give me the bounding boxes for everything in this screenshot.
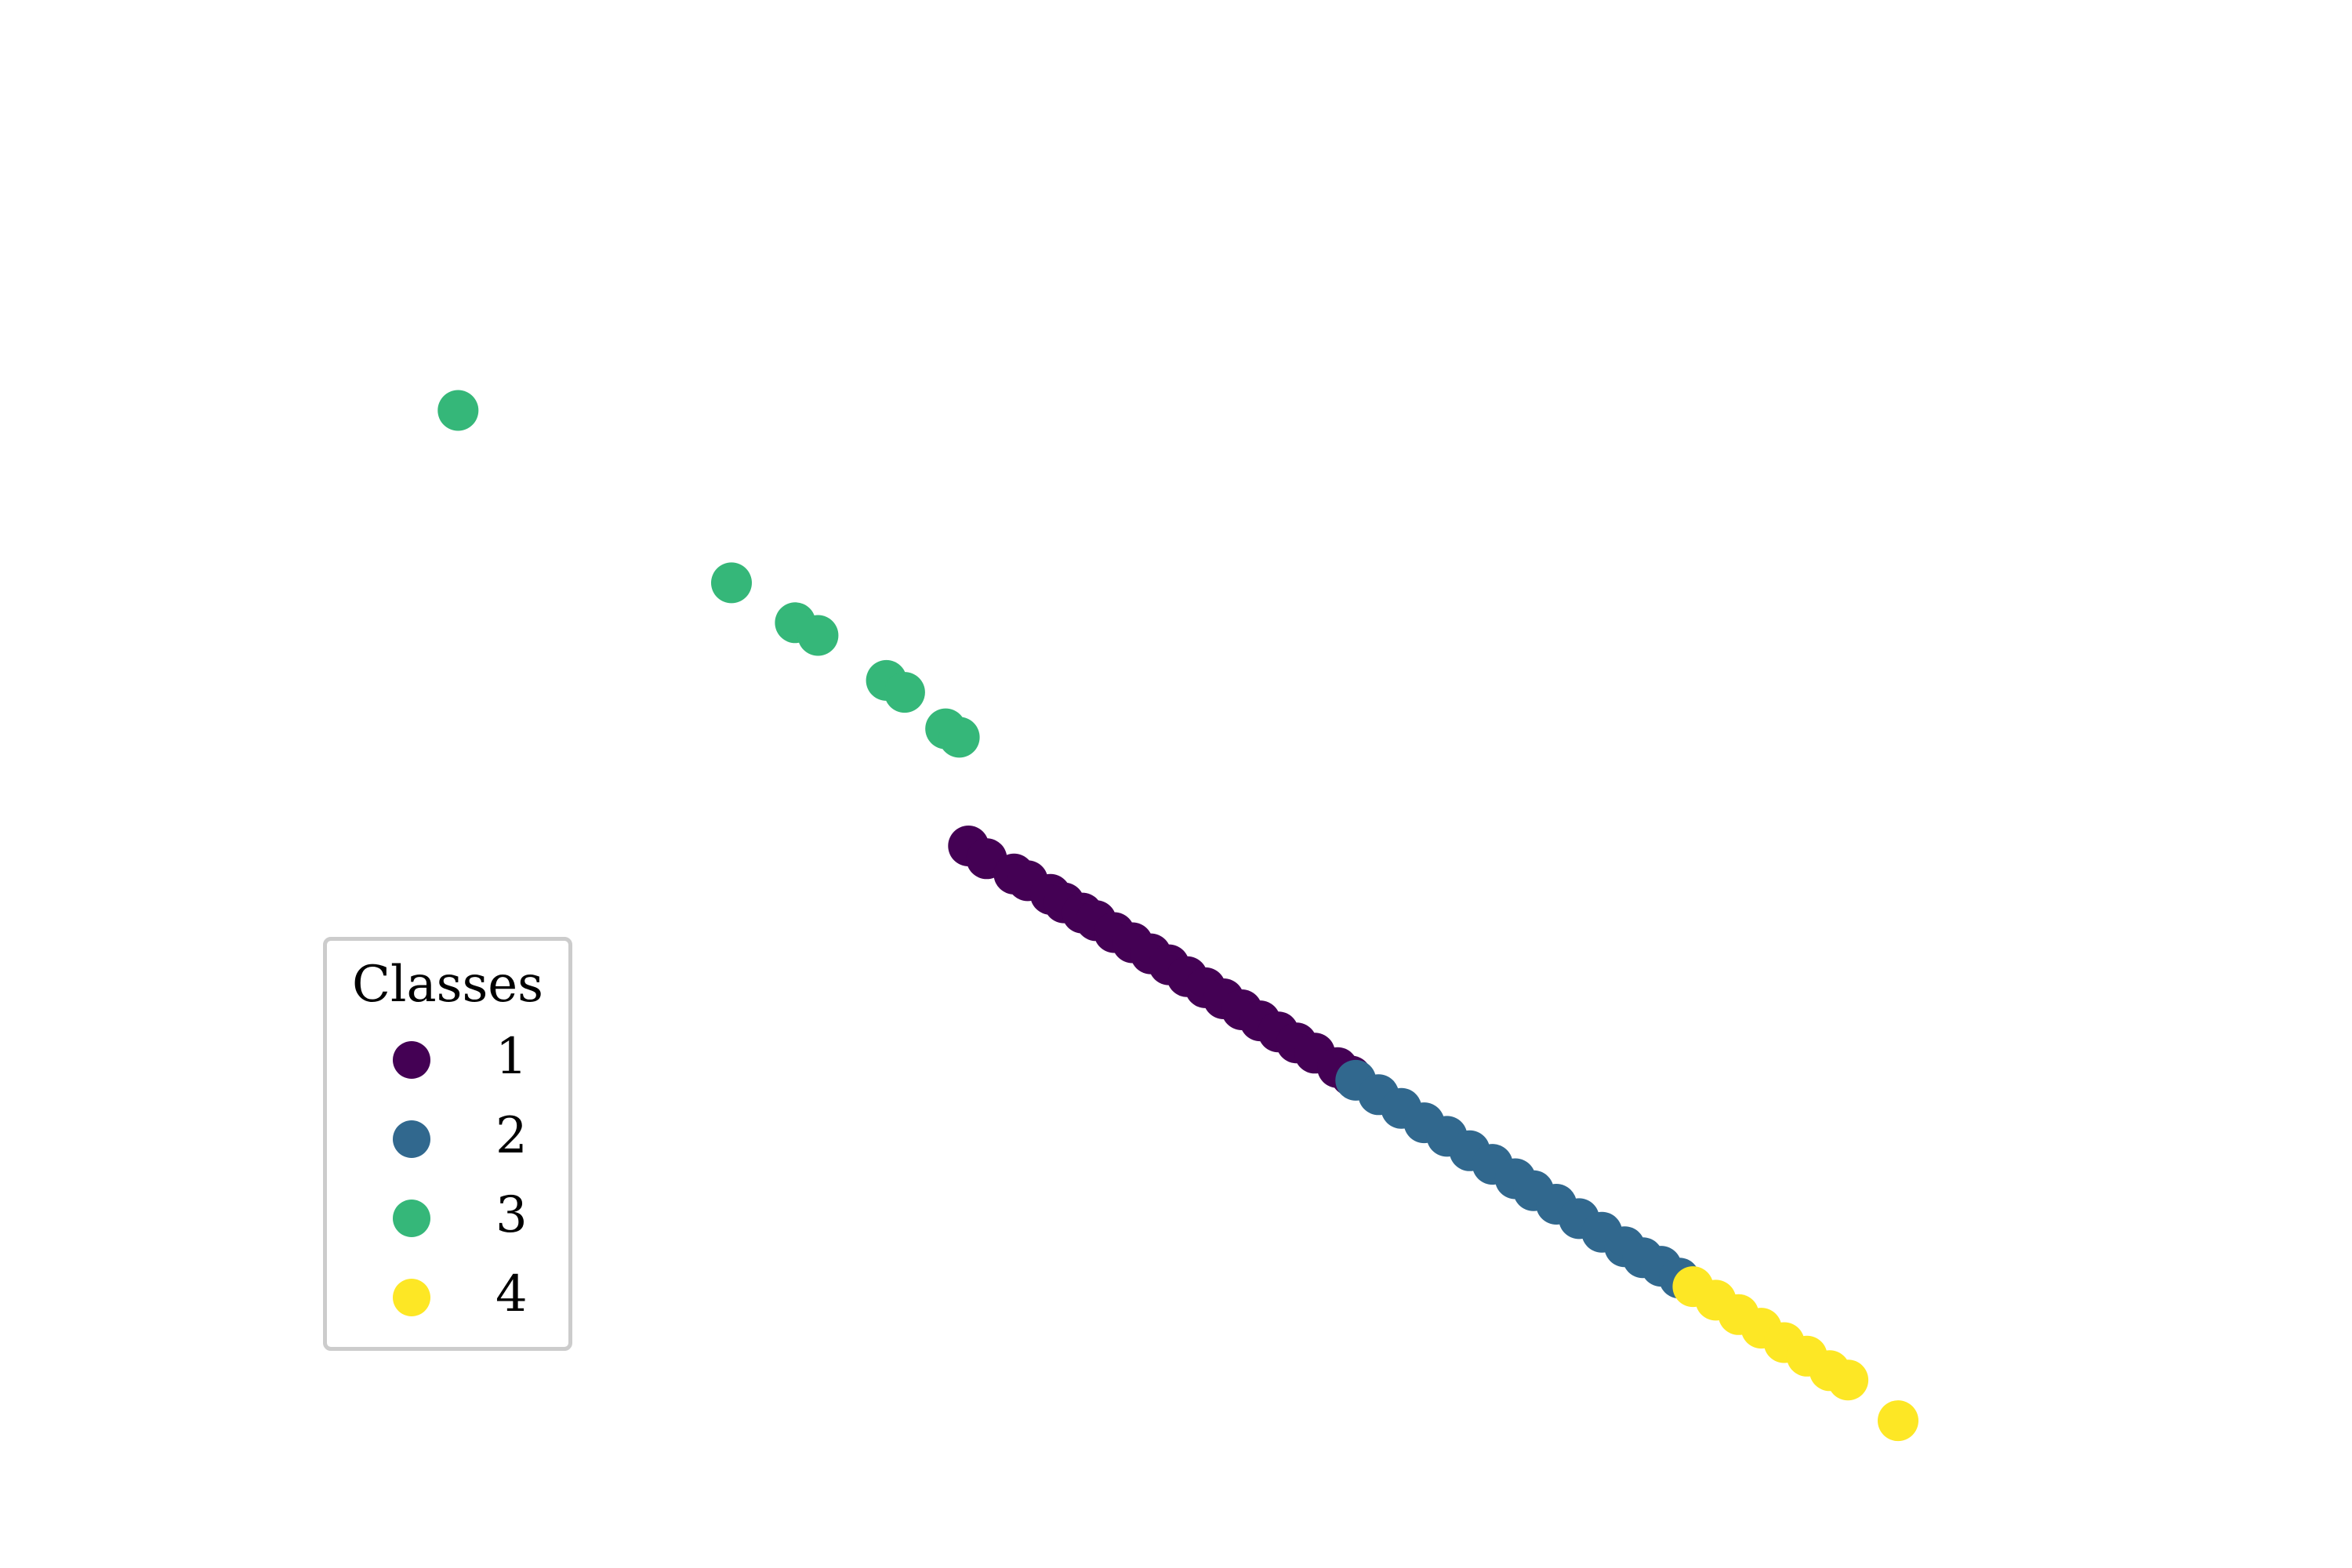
point-class-3-1: [711, 562, 752, 604]
legend-swatch-class-2: [393, 1120, 430, 1158]
point-class-3-7: [938, 717, 980, 758]
series-class-3: [437, 390, 980, 758]
legend-swatch-class-4: [393, 1279, 430, 1316]
legend: Classes 1 2 3 4: [323, 937, 572, 1351]
legend-entry-class-3: 3: [327, 1187, 568, 1250]
legend-title: Classes: [352, 956, 543, 1014]
point-class-3-0: [437, 390, 479, 431]
legend-label-class-2: 2: [495, 1107, 528, 1165]
series-class-4: [1672, 1266, 1918, 1442]
legend-swatch-class-1: [393, 1041, 430, 1079]
legend-label-class-1: 1: [495, 1028, 528, 1086]
legend-label-class-4: 4: [495, 1265, 528, 1323]
point-class-4-7: [1828, 1359, 1869, 1401]
series-class-2: [1335, 1059, 1700, 1299]
legend-entry-class-4: 4: [327, 1266, 568, 1329]
legend-entry-class-1: 1: [327, 1029, 568, 1091]
legend-entry-class-2: 2: [327, 1108, 568, 1171]
point-class-3-3: [797, 615, 839, 656]
point-class-4-8: [1878, 1400, 1918, 1442]
series-class-1: [948, 826, 1372, 1097]
legend-swatch-class-3: [393, 1200, 430, 1237]
point-class-3-5: [884, 672, 925, 713]
points-layer: [437, 390, 1918, 1442]
legend-label-class-3: 3: [495, 1186, 528, 1244]
